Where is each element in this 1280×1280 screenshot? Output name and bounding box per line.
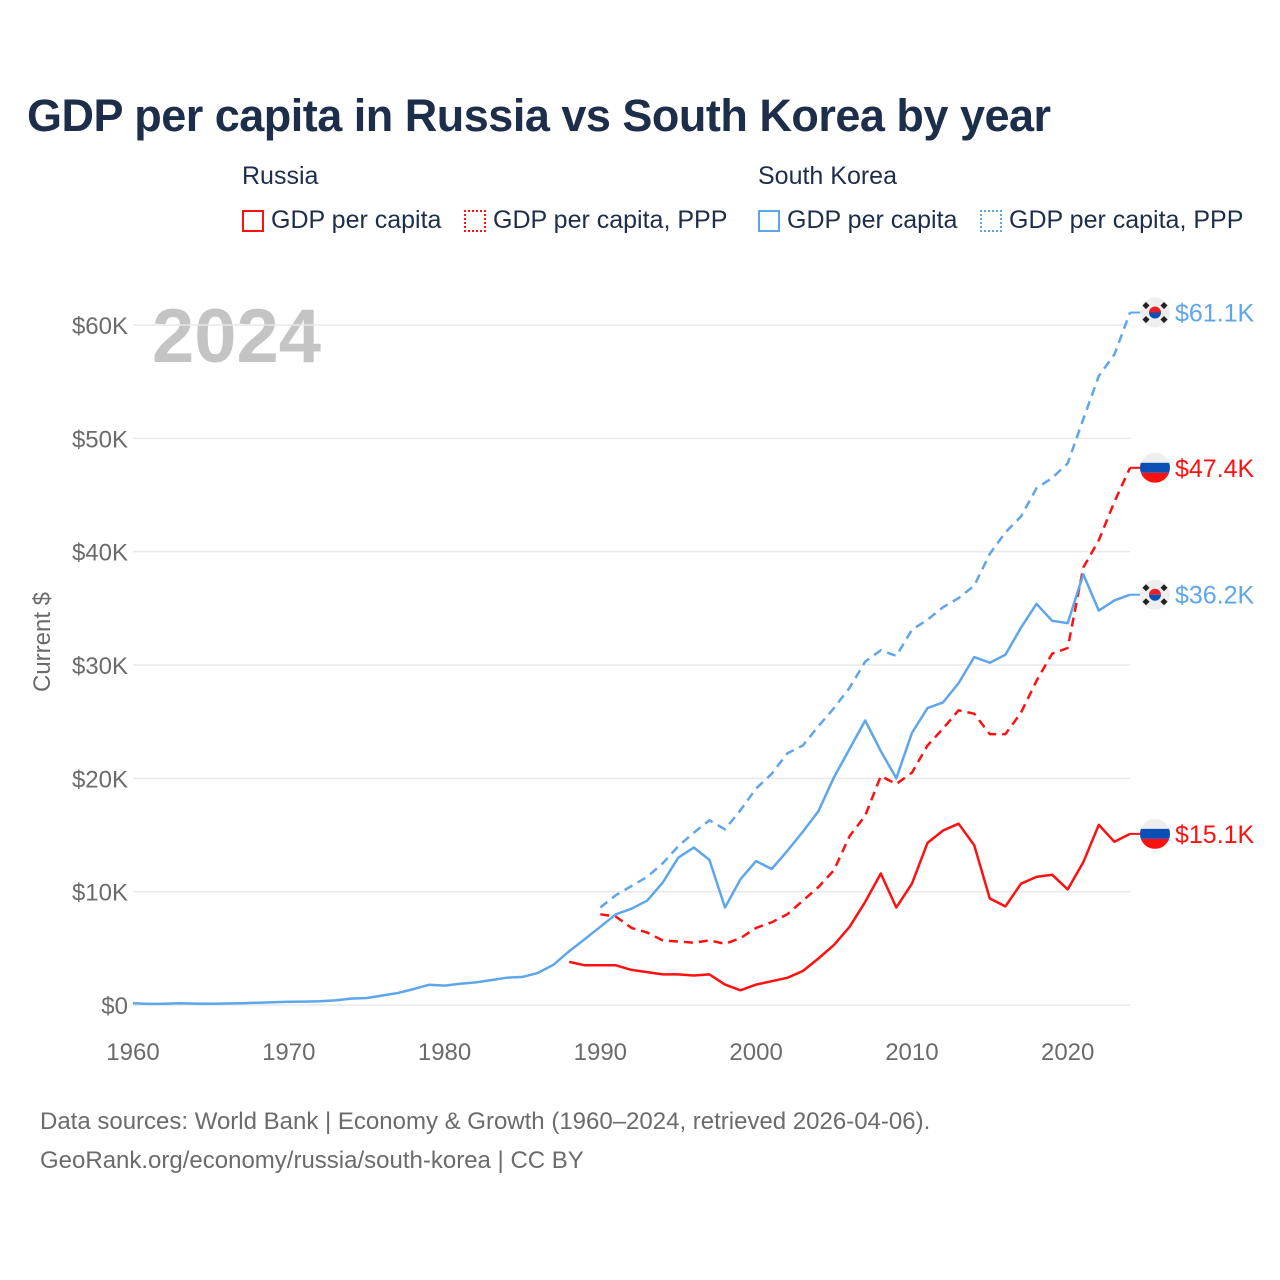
- y-tick-label: $40K: [72, 540, 128, 567]
- series-line: [599, 312, 1132, 909]
- legend-korea-gdp[interactable]: GDP per capita: [758, 206, 957, 235]
- plot-area: 2024 Current $ $0 $10K $20K $30K $40K $50K $60…: [29, 294, 1255, 1066]
- year-watermark: 2024: [152, 294, 321, 379]
- legend-label: GDP per capita: [787, 206, 958, 234]
- x-tick-label: 1980: [418, 1039, 471, 1066]
- y-tick-label: $10K: [72, 880, 128, 907]
- x-tick-label: 2000: [729, 1039, 782, 1066]
- chart-title: GDP per capita in Russia vs South Korea …: [27, 90, 1051, 141]
- end-value-label: $47.4K: [1175, 455, 1255, 483]
- legend-group-korea: South Korea: [758, 162, 897, 190]
- legend-label: GDP per capita, PPP: [1009, 206, 1244, 234]
- end-value-label: $15.1K: [1175, 821, 1255, 849]
- x-tick-label: 1990: [574, 1039, 627, 1066]
- legend-russia-ppp[interactable]: GDP per capita, PPP: [464, 206, 727, 235]
- x-tick-label: 1970: [262, 1039, 315, 1066]
- legend-swatch-dotted: [464, 209, 486, 232]
- y-tick-label: $50K: [72, 426, 128, 453]
- series-line: [600, 467, 1132, 946]
- x-tick-label: 1960: [106, 1039, 159, 1066]
- end-value-label: $61.1K: [1175, 300, 1255, 328]
- series-line: [132, 573, 1131, 1006]
- y-tick-label: $0: [101, 993, 128, 1020]
- y-tick-label: $20K: [72, 766, 128, 793]
- footer-sources: Data sources: World Bank | Economy & Gro…: [40, 1108, 931, 1135]
- south-korea-flag-icon: [1140, 579, 1170, 610]
- legend-korea-ppp[interactable]: GDP per capita, PPP: [980, 206, 1243, 235]
- legend-swatch-solid: [242, 209, 264, 232]
- russia-flag-icon: [1140, 818, 1170, 849]
- legend-swatch-solid: [758, 209, 780, 232]
- x-tick-label: 2020: [1041, 1039, 1094, 1066]
- footer-attribution[interactable]: GeoRank.org/economy/russia/south-korea |…: [40, 1147, 584, 1174]
- y-tick-label: $60K: [72, 313, 128, 340]
- x-tick-label: 2010: [885, 1039, 938, 1066]
- legend-swatch-dotted: [980, 209, 1002, 232]
- legend-group-russia: Russia: [242, 162, 319, 190]
- series-line: [568, 822, 1131, 992]
- legend-label: GDP per capita, PPP: [493, 206, 728, 234]
- end-value-label: $36.2K: [1175, 582, 1255, 610]
- y-axis-label: Current $: [29, 592, 56, 692]
- legend-label: GDP per capita: [271, 206, 442, 234]
- russia-flag-icon: [1140, 452, 1170, 483]
- legend-russia-gdp[interactable]: GDP per capita: [242, 206, 441, 235]
- south-korea-flag-icon: [1140, 297, 1170, 328]
- y-tick-label: $30K: [72, 653, 128, 680]
